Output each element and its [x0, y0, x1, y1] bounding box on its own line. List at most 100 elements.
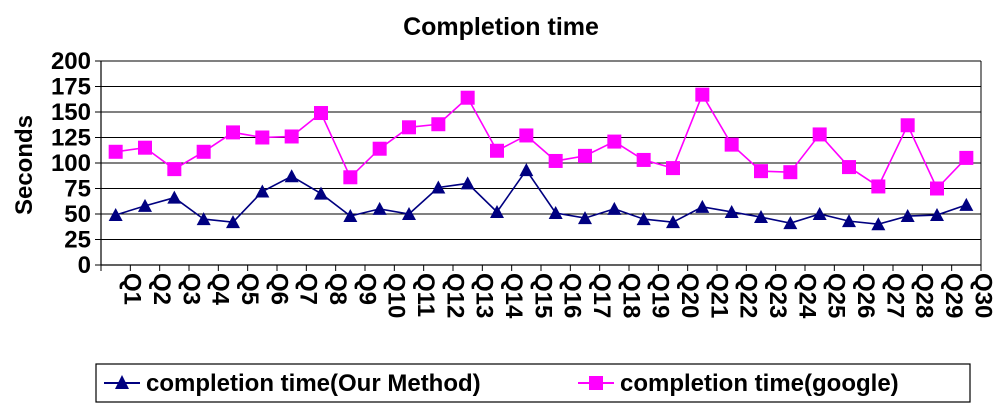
- x-tick-label: Q18: [617, 273, 644, 318]
- data-point: [724, 204, 739, 218]
- data-point: [402, 207, 416, 220]
- x-tick-label: Q28: [911, 273, 938, 318]
- x-axis-ticks: Q1 Q2 Q3 Q4 Q5 Q6 Q7 Q8 Q9 Q10 Q11 Q12 Q13 Q14 Q15 Q16 Q…: [100, 265, 996, 319]
- data-point: [196, 144, 211, 159]
- x-tick-label: Q9: [353, 273, 380, 305]
- x-tick-label: Q12: [441, 273, 468, 318]
- series-layer: [108, 87, 974, 231]
- data-point: [490, 204, 504, 218]
- legend-box: [95, 363, 971, 403]
- data-point: [167, 190, 182, 204]
- data-point: [226, 125, 240, 140]
- x-tick-label: Q30: [969, 273, 996, 318]
- y-tick-label: 125: [51, 125, 91, 152]
- data-point: [842, 160, 856, 175]
- data-point: [138, 140, 152, 155]
- legend: completion time(Our Method) completion t…: [95, 363, 971, 403]
- y-axis-label: Seconds: [11, 115, 38, 215]
- x-tick-label: Q14: [500, 273, 527, 319]
- x-tick-label: Q27: [881, 273, 908, 318]
- data-point: [871, 179, 886, 194]
- legend-label-google: completion time(google): [620, 370, 899, 397]
- data-point: [666, 161, 680, 176]
- x-tick-label: Q1: [119, 273, 146, 305]
- data-point: [842, 214, 856, 228]
- x-tick-label: Q16: [559, 273, 586, 318]
- x-tick-label: Q11: [412, 273, 439, 317]
- data-point: [284, 169, 299, 183]
- x-tick-label: Q26: [852, 273, 879, 318]
- data-point: [900, 209, 915, 223]
- y-tick-label: 25: [64, 227, 91, 254]
- x-tick-label: Q13: [471, 273, 498, 318]
- data-point: [314, 186, 328, 200]
- x-tick-label: Q19: [647, 273, 674, 318]
- series-line: [115, 168, 967, 226]
- y-tick-label: 50: [64, 201, 91, 228]
- data-point: [548, 153, 563, 168]
- series-google: [108, 87, 974, 196]
- data-point: [431, 180, 446, 194]
- data-point: [314, 106, 328, 121]
- data-point: [372, 141, 387, 156]
- x-tick-label: Q5: [236, 273, 263, 305]
- data-point: [519, 163, 534, 177]
- y-tick-label: 75: [64, 176, 91, 203]
- data-point: [812, 207, 827, 220]
- y-tick-label: 200: [51, 48, 91, 75]
- legend-marker-square-icon: [589, 376, 603, 390]
- data-point: [343, 209, 358, 223]
- data-point: [284, 129, 299, 144]
- x-tick-label: Q23: [764, 273, 791, 318]
- data-point: [636, 212, 651, 226]
- gridlines: [101, 60, 981, 240]
- data-point: [255, 184, 270, 198]
- data-point: [519, 128, 534, 143]
- x-tick-label: Q17: [588, 273, 615, 318]
- data-point: [754, 164, 768, 179]
- data-point: [607, 201, 622, 215]
- x-tick-label: Q7: [295, 273, 322, 305]
- data-point: [196, 212, 211, 226]
- x-tick-label: Q6: [265, 273, 292, 305]
- data-point: [930, 208, 944, 222]
- data-point: [108, 144, 123, 159]
- data-point: [959, 197, 974, 211]
- x-tick-label: Q24: [793, 273, 820, 319]
- y-tick-label: 100: [51, 150, 91, 177]
- legend-marker-triangle-icon: [115, 375, 129, 389]
- series-our-method: [108, 163, 974, 231]
- y-tick-label: 150: [51, 99, 91, 126]
- y-tick-label: 0: [78, 252, 91, 279]
- x-tick-label: Q10: [383, 273, 410, 318]
- series-line: [115, 92, 967, 190]
- data-point: [548, 205, 563, 219]
- data-point: [372, 201, 387, 215]
- data-point: [578, 148, 592, 163]
- y-tick-label: 175: [51, 74, 91, 101]
- data-point: [431, 117, 446, 132]
- data-point: [900, 118, 915, 133]
- data-point: [959, 150, 974, 165]
- data-point: [108, 208, 123, 222]
- data-point: [812, 127, 827, 142]
- x-tick-label: Q29: [940, 273, 967, 318]
- data-point: [871, 217, 886, 231]
- data-point: [167, 162, 182, 177]
- data-point: [783, 216, 798, 230]
- data-point: [460, 90, 475, 105]
- data-point: [636, 152, 651, 167]
- data-point: [754, 210, 768, 224]
- x-tick-label: Q21: [705, 273, 732, 318]
- data-point: [724, 137, 739, 152]
- x-tick-label: Q4: [207, 273, 234, 306]
- data-point: [578, 211, 592, 225]
- chart-title: Completion time: [403, 13, 599, 41]
- data-point: [783, 165, 798, 180]
- data-point: [607, 134, 622, 149]
- data-point: [402, 120, 416, 135]
- x-tick-label: Q8: [324, 273, 351, 305]
- data-point: [138, 198, 152, 212]
